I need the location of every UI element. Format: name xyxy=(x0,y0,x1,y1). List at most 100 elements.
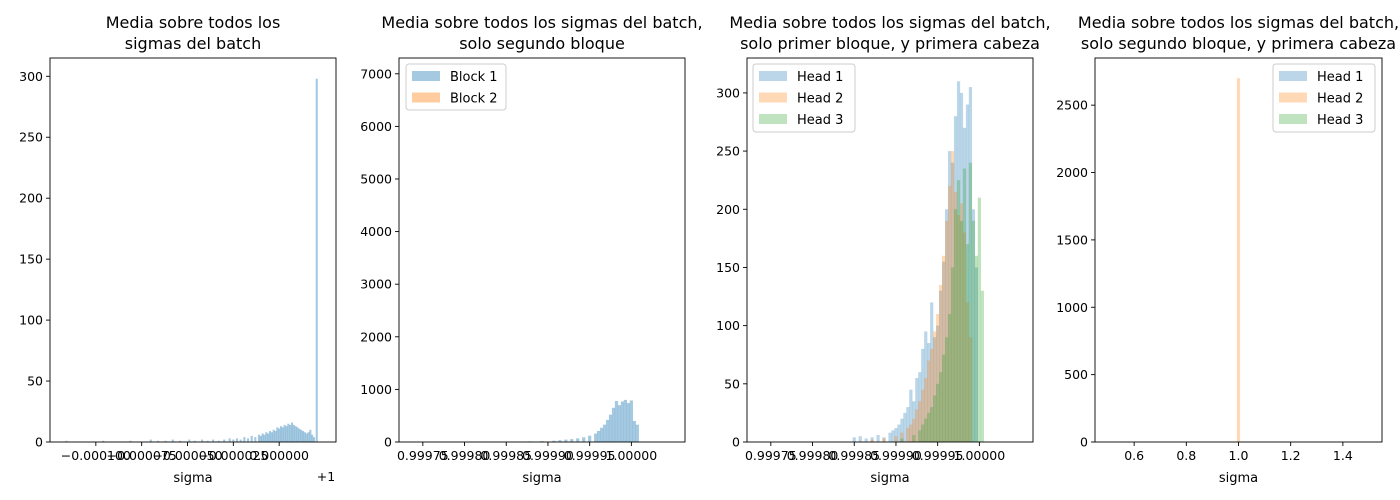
y-tick-label: 1000 xyxy=(1056,300,1088,315)
histogram-bar xyxy=(906,407,910,442)
x-tick-label: 0.6 xyxy=(1124,448,1144,463)
x-tick-label: 0.99990 xyxy=(870,448,922,463)
histogram-bar xyxy=(294,426,297,442)
histogram-bar xyxy=(588,435,592,442)
histogram-bar xyxy=(933,395,937,442)
x-tick-label: 0.99985 xyxy=(480,448,532,463)
histogram-bar xyxy=(945,209,949,442)
histogram-bar xyxy=(582,437,586,442)
histogram-bar xyxy=(933,337,937,442)
histogram-bar xyxy=(936,325,940,442)
histogram-bar xyxy=(900,438,904,442)
histogram-bar xyxy=(626,403,630,442)
histogram-bar xyxy=(939,284,943,442)
histogram-bar xyxy=(971,209,976,442)
histogram-bar xyxy=(285,426,288,442)
histogram-bar xyxy=(65,440,68,442)
x-tick-label: 1.2 xyxy=(1281,448,1301,463)
x-axis-label: sigma xyxy=(173,471,212,486)
histogram-bar xyxy=(980,290,984,442)
histogram-bar xyxy=(232,439,235,442)
histogram-bar xyxy=(289,424,292,442)
histogram-bar xyxy=(852,437,856,442)
legend: Head 1 Head 2 Head 3 xyxy=(752,63,856,133)
legend-label: Head 1 xyxy=(797,70,843,85)
legend-frame xyxy=(1272,63,1376,133)
histogram-bar xyxy=(888,432,892,442)
y-tick-label: 150 xyxy=(19,252,43,267)
histogram-bar xyxy=(950,151,955,442)
histogram-bar xyxy=(268,431,272,442)
histogram-bar xyxy=(279,426,283,442)
histogram-bar xyxy=(942,354,946,442)
histogram-bar xyxy=(564,439,568,442)
legend-label: Head 3 xyxy=(1317,113,1363,128)
histogram-bar xyxy=(953,209,958,442)
x-tick-label: 0.99985 xyxy=(828,448,880,463)
chart-title-line: Media sobre todos los sigmas del batch, xyxy=(1078,13,1399,32)
y-tick-label: 150 xyxy=(716,260,740,275)
histogram-bar xyxy=(315,78,318,442)
y-tick-label: 1500 xyxy=(1056,232,1088,247)
histogram-bar xyxy=(570,439,574,442)
histogram-bar xyxy=(912,418,916,442)
histogram-bar xyxy=(977,197,981,442)
histogram-bar xyxy=(263,434,266,442)
histogram-bar xyxy=(909,424,913,442)
histogram-bar xyxy=(201,439,204,442)
histogram-bar xyxy=(974,255,978,442)
y-tick-label: 0 xyxy=(1080,435,1088,450)
chart-title-line: solo segundo bloque xyxy=(459,34,625,53)
y-tick-label: 300 xyxy=(716,85,740,100)
histogram-bar xyxy=(936,314,940,442)
legend-swatch xyxy=(1279,92,1307,103)
chart-panel-1: 050100150200250300−0.000100−0.000075−0.0… xyxy=(19,13,337,486)
histogram-bar xyxy=(243,437,246,442)
histogram-bar xyxy=(974,267,978,442)
histogram-bar xyxy=(300,429,303,442)
histogram-bar xyxy=(188,439,191,442)
histogram-bar xyxy=(276,427,279,442)
histogram-bar xyxy=(292,424,295,442)
y-tick-label: 250 xyxy=(716,144,740,159)
histogram-bar xyxy=(296,427,299,442)
histogram-bar xyxy=(303,432,306,442)
histogram-bar xyxy=(942,261,946,442)
x-offset-label: +1 xyxy=(317,469,335,484)
legend-label: Head 1 xyxy=(1317,70,1363,85)
y-tick-label: 0 xyxy=(732,435,740,450)
histogram-bar xyxy=(629,400,633,442)
histogram-bar xyxy=(912,401,916,442)
histogram-bar xyxy=(274,431,277,442)
histogram-bar xyxy=(950,162,955,443)
histogram-bar xyxy=(235,438,239,442)
histogram-bar xyxy=(894,436,898,442)
y-tick-label: 300 xyxy=(19,69,43,84)
y-tick-label: 250 xyxy=(19,130,43,145)
histogram-bar xyxy=(617,405,622,442)
histogram-bar xyxy=(179,440,182,442)
legend-swatch xyxy=(759,71,787,81)
y-tick-label: 200 xyxy=(716,202,740,217)
chart-panel-4: 0 500 1000 1500 2000 2500 0.6 0.8 1.0 1.2 1.4 sigma… xyxy=(1056,13,1399,486)
histogram-bar xyxy=(950,267,955,442)
histogram-bar xyxy=(635,424,639,442)
histogram-bar xyxy=(927,360,931,442)
histogram-bar xyxy=(942,255,946,442)
histogram-bar xyxy=(259,435,262,442)
legend-label: Head 2 xyxy=(797,92,843,107)
histogram-bar xyxy=(283,424,286,442)
chart-panel-3: 0501001502002503000.999750.999800.999850… xyxy=(716,13,1050,486)
x-tick-label: 0.99995 xyxy=(564,448,616,463)
x-tick-label: −0.000100 xyxy=(61,448,131,463)
histogram-bar xyxy=(930,302,934,442)
histogram-bar xyxy=(924,418,928,442)
y-tick-label: 2000 xyxy=(1056,165,1088,180)
y-tick-label: 200 xyxy=(19,191,43,206)
histogram-bar xyxy=(614,400,619,442)
legend-frame xyxy=(752,63,856,133)
histogram-bar xyxy=(164,440,167,442)
x-tick-label: 1.0 xyxy=(1229,448,1249,463)
histogram-bar xyxy=(956,215,961,442)
histogram-bar xyxy=(962,127,967,442)
